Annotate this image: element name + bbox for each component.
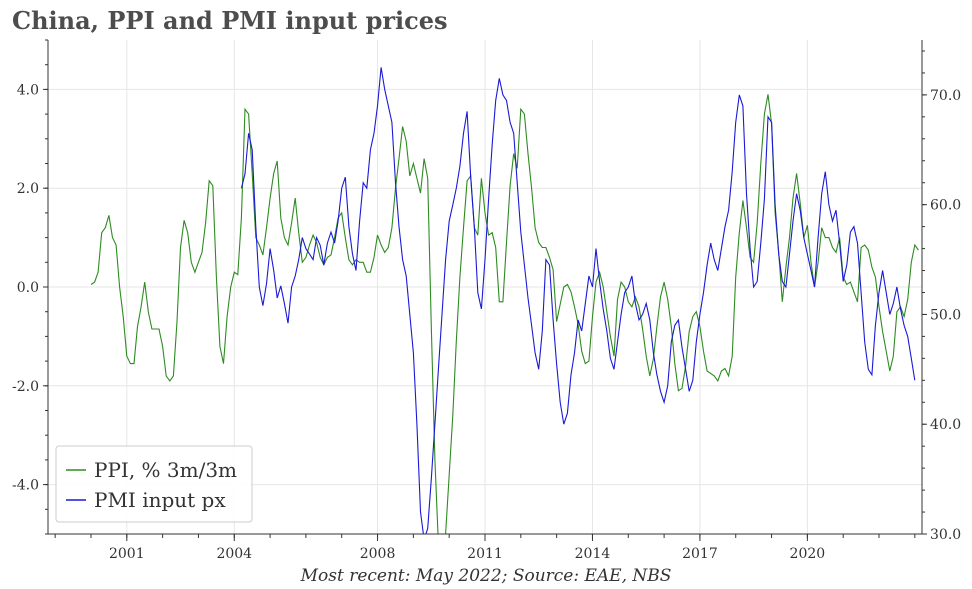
ppi-series-line: [90, 94, 919, 534]
series-layer: [90, 67, 919, 534]
y-left-tick-label: -4.0: [12, 478, 39, 494]
y-left-tick-label: 0.0: [17, 280, 39, 296]
y-right-tick-label: 40.0: [930, 417, 961, 433]
legend-label: PPI, % 3m/3m: [94, 458, 237, 482]
x-tick-label: 2017: [682, 546, 718, 562]
y-left-tick-label: 2.0: [17, 181, 39, 197]
y-right-tick-label: 50.0: [930, 307, 961, 323]
y-right-tick-label: 60.0: [930, 198, 961, 214]
x-tick-label: 2014: [575, 546, 611, 562]
axes-layer: 2001 2004 2008 2011 2014 2017 2020 -4.0 -2.0 0.0 2…: [12, 39, 961, 562]
legend: PPI, % 3m/3m PMI input px: [55, 445, 253, 523]
legend-box: [55, 445, 253, 523]
chart-title: China, PPI and PMI input prices: [12, 6, 448, 35]
x-tick-label: 2008: [360, 546, 396, 562]
y-right-tick-label: 30.0: [930, 527, 961, 543]
x-tick-label: 2004: [216, 546, 252, 562]
legend-label: PMI input px: [94, 488, 226, 512]
source-note: Most recent: May 2022; Source: EAE, NBS: [300, 566, 672, 586]
pmi-series-line: [240, 67, 916, 534]
y-left-tick-label: 4.0: [17, 82, 39, 98]
y-right-tick-label: 70.0: [930, 88, 961, 104]
x-tick-label: 2020: [790, 546, 826, 562]
y-left-tick-label: -2.0: [12, 379, 39, 395]
x-tick-label: 2001: [109, 546, 145, 562]
x-tick-label: 2011: [467, 546, 503, 562]
